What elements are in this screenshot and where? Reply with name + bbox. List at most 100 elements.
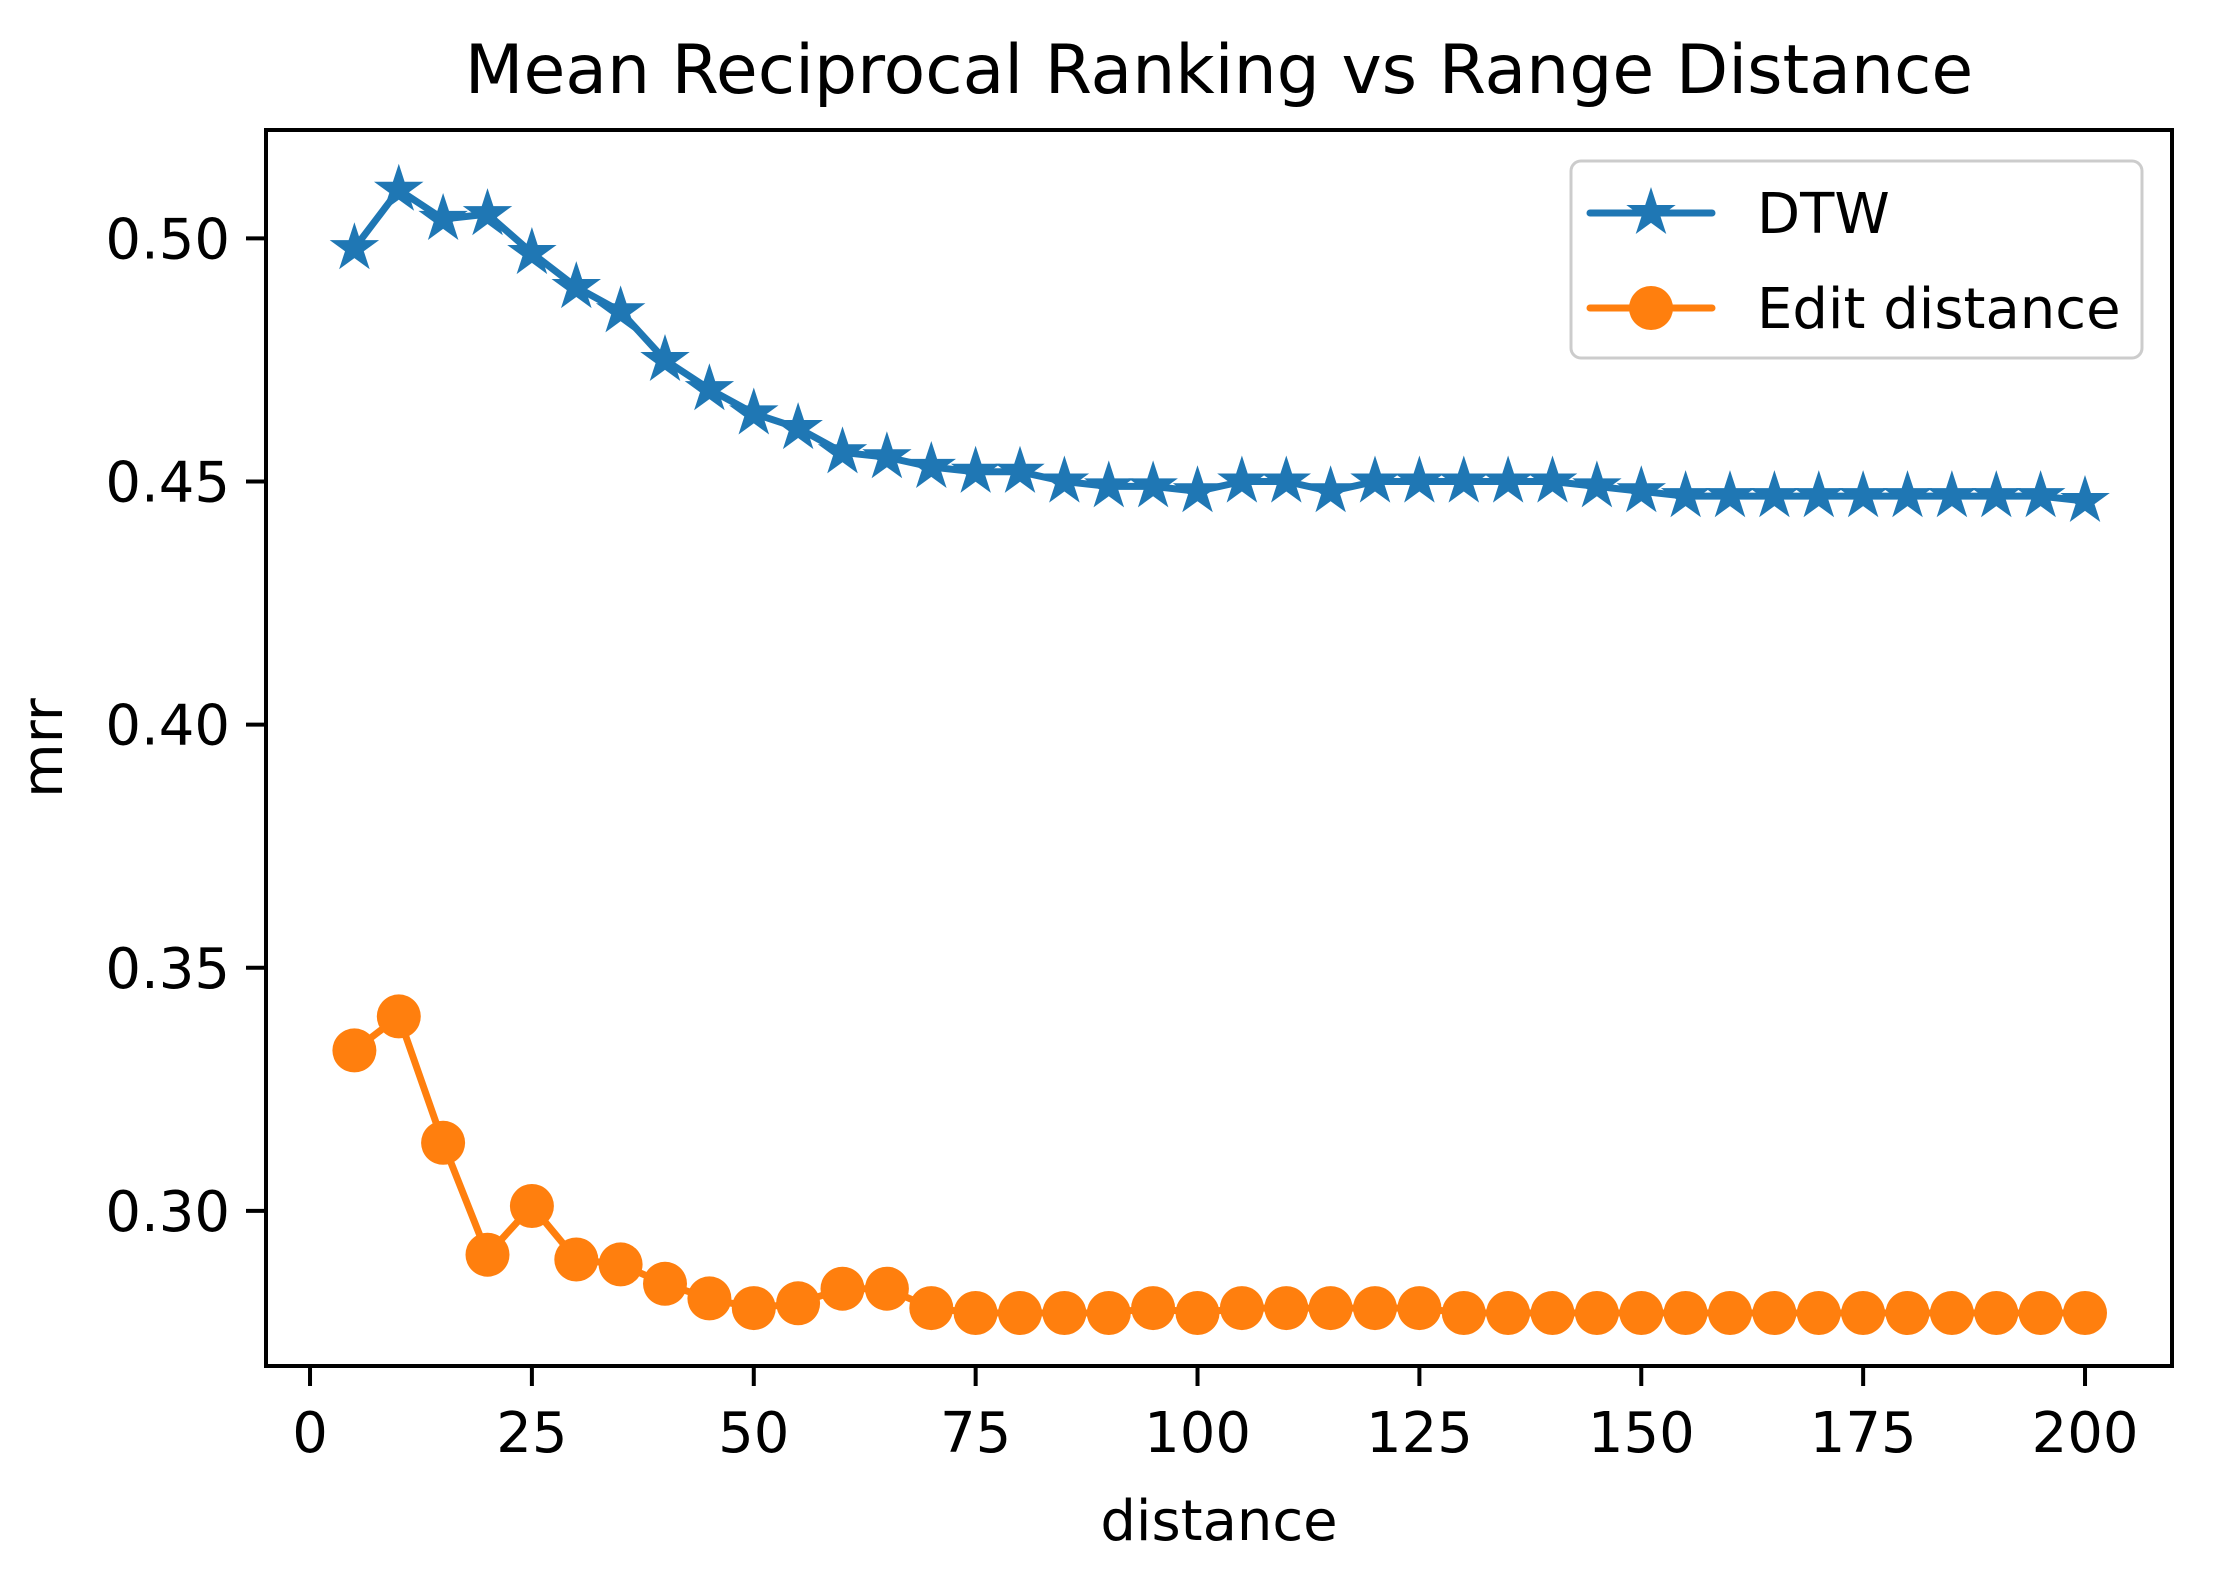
edit-distance-marker — [731, 1286, 776, 1331]
dtw-marker — [507, 227, 557, 275]
edit-distance-marker — [509, 1184, 554, 1228]
dtw-marker — [1572, 460, 1622, 508]
dtw-marker — [1527, 455, 1578, 503]
dtw-marker — [1439, 455, 1489, 503]
dtw-marker — [950, 445, 1001, 493]
dtw-marker — [374, 163, 424, 211]
legend-star-marker-icon — [1626, 187, 1676, 234]
dtw-marker — [1838, 470, 1888, 518]
dtw-marker — [1794, 470, 1844, 518]
y-tick-label: 0.40 — [105, 694, 230, 759]
dtw-marker — [1261, 455, 1311, 503]
edit-distance-marker — [820, 1266, 865, 1311]
edit-distance-marker — [2063, 1291, 2107, 1335]
x-tick-label: 75 — [940, 1401, 1011, 1466]
dtw-marker — [1616, 465, 1666, 513]
edit-distance-marker — [1441, 1291, 1486, 1335]
y-axis-label: mrr — [11, 697, 76, 798]
dtw-marker — [1971, 470, 2021, 518]
dtw-marker — [1660, 470, 1711, 518]
axes-spines — [264, 128, 2174, 1368]
y-tick-label: 0.30 — [105, 1180, 230, 1245]
x-axis: 0 25 50 75 100 125 150 175 200 — [292, 1366, 2138, 1466]
edit-distance-marker — [1486, 1291, 1531, 1335]
dtw-marker — [329, 222, 380, 270]
dtw-marker — [640, 334, 690, 381]
edit-distance-marker — [998, 1291, 1042, 1335]
dtw-marker — [1217, 455, 1267, 503]
chart-title: Mean Reciprocal Ranking vs Range Distanc… — [465, 31, 1973, 110]
dtw-marker — [418, 193, 468, 240]
edit-distance-marker — [1530, 1291, 1575, 1335]
edit-distance-marker — [1353, 1286, 1397, 1331]
edit-distance-marker — [332, 1028, 377, 1073]
edit-distance-marker — [1929, 1291, 1974, 1335]
legend-label: DTW — [1757, 182, 1890, 247]
dtw-marker — [1882, 470, 1933, 518]
edit-distance-marker — [1796, 1291, 1841, 1335]
dtw-line — [350, 186, 2089, 505]
x-tick-label: 125 — [1366, 1401, 1473, 1466]
dtw-marker — [862, 431, 912, 479]
x-tick-label: 25 — [496, 1401, 567, 1466]
edit-distance-marker — [1663, 1291, 1708, 1335]
dtw-marker — [684, 363, 735, 411]
edit-distance-marker — [864, 1266, 909, 1311]
dtw-marker — [1749, 470, 1800, 518]
dtw-marker — [551, 261, 601, 309]
edit-distance-marker — [909, 1286, 954, 1331]
y-tick-label: 0.45 — [105, 451, 230, 516]
edit-distance-marker — [2018, 1291, 2063, 1335]
edit-distance-marker — [643, 1261, 687, 1306]
edit-distance-marker — [1397, 1286, 1442, 1331]
edit-distance-marker — [598, 1242, 643, 1287]
edit-distance-marker — [1619, 1291, 1664, 1335]
edit-distance-marker — [1974, 1291, 2019, 1335]
y-tick-label: 0.50 — [105, 207, 230, 272]
dtw-marker — [1128, 460, 1178, 508]
dtw-marker — [1172, 465, 1223, 513]
edit-distance-marker — [953, 1291, 998, 1335]
dtw-marker — [817, 426, 868, 474]
dtw-marker — [773, 402, 823, 450]
edit-distance-marker — [776, 1281, 821, 1326]
edit-distance-marker — [421, 1120, 466, 1165]
legend-item-dtw: DTW — [1586, 182, 1890, 247]
edit-distance-marker — [1264, 1286, 1309, 1331]
edit-distance-marker — [687, 1276, 732, 1321]
x-tick-label: 175 — [1810, 1401, 1917, 1466]
dtw-marker — [1483, 455, 1533, 503]
dtw-marker — [1084, 460, 1134, 508]
dtw-marker — [1927, 470, 1977, 518]
legend-label: Edit distance — [1757, 277, 2121, 342]
x-tick-label: 0 — [292, 1401, 328, 1466]
dtw-marker — [906, 441, 956, 488]
dtw-marker — [729, 387, 779, 435]
series-dtw — [329, 163, 2110, 522]
y-axis: 0.30 0.35 0.40 0.45 0.50 — [105, 207, 266, 1245]
edit-distance-marker — [554, 1237, 599, 1282]
y-tick-label: 0.35 — [105, 937, 230, 1002]
dtw-marker — [1305, 465, 1356, 513]
legend-circle-marker-icon — [1629, 286, 1673, 330]
x-tick-label: 50 — [718, 1401, 789, 1466]
dtw-marker — [462, 188, 513, 236]
edit-distance-line — [350, 1012, 2089, 1317]
edit-distance-marker — [1752, 1291, 1797, 1335]
x-tick-label: 200 — [2032, 1401, 2139, 1466]
edit-distance-marker — [1219, 1286, 1264, 1331]
dtw-marker — [1394, 455, 1445, 503]
dtw-marker — [595, 285, 646, 333]
edit-distance-marker — [1308, 1286, 1353, 1331]
series-edit-distance — [332, 994, 2107, 1335]
edit-distance-marker — [1042, 1291, 1087, 1335]
dtw-marker — [2015, 470, 2066, 518]
x-tick-label: 100 — [1144, 1401, 1251, 1466]
legend: DTW Edit distance — [1569, 159, 2144, 360]
edit-distance-marker — [1885, 1291, 1930, 1335]
dtw-marker — [1039, 455, 1090, 503]
edit-distance-marker — [1841, 1291, 1886, 1335]
x-axis-label: distance — [1100, 1489, 1337, 1554]
